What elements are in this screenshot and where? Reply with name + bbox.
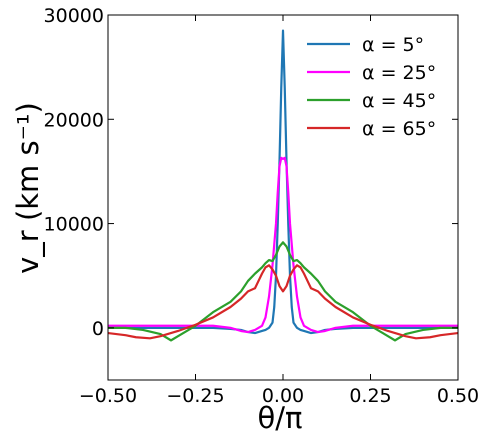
y-tick-label: 0 (92, 318, 104, 340)
series-line-4 (108, 264, 458, 340)
y-tick-label: 20000 (44, 109, 104, 131)
series-group (108, 29, 458, 342)
x-tick-label: 0.00 (262, 385, 304, 407)
x-tick-label: 0.50 (437, 385, 479, 407)
legend: α = 5° α = 25° α = 45° α = 65° (307, 34, 436, 140)
x-tick-label: −0.50 (79, 385, 137, 407)
x-tick-label: −0.25 (166, 385, 224, 407)
x-tick-label: 0.25 (349, 385, 391, 407)
legend-label-4: α = 65° (362, 118, 436, 140)
y-axis-label: v_r (km s⁻¹) (11, 102, 45, 274)
y-tick-label: 10000 (44, 214, 104, 236)
plot-area (108, 29, 458, 342)
legend-label-1: α = 5° (362, 34, 424, 56)
axes: −0.50 −0.25 0.00 0.25 0.50 0 10000 20000 30000 (44, 5, 480, 407)
series-line-2 (108, 156, 458, 334)
series-line-1 (108, 29, 458, 335)
y-tick-label: 30000 (44, 5, 104, 27)
x-axis-label: θ/π (258, 401, 303, 435)
legend-label-2: α = 25° (362, 62, 436, 84)
legend-label-3: α = 45° (362, 90, 436, 112)
